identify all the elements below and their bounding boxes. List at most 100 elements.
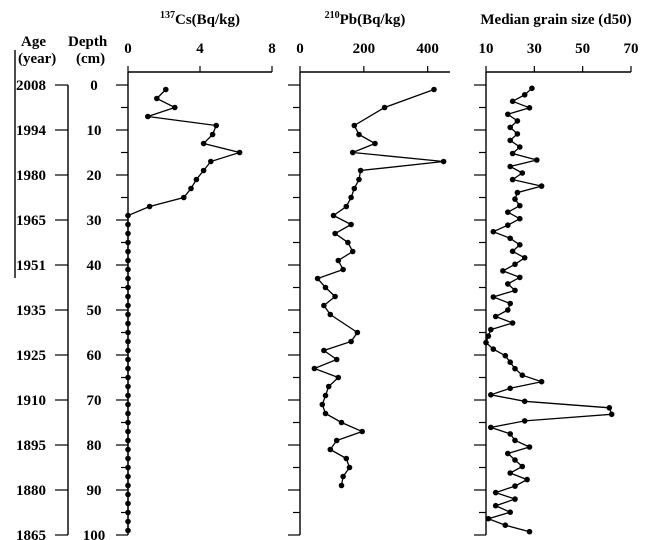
pb210-point-12 xyxy=(330,212,337,219)
d50-point-38 xyxy=(485,333,492,339)
d50-point-17 xyxy=(512,196,518,202)
d50-point-3 xyxy=(526,105,533,111)
age-tick-label-8: 1895 xyxy=(16,438,46,454)
d50-x-tick-label-3: 70 xyxy=(624,41,639,57)
pb210-series-line xyxy=(312,88,444,486)
pb210-point-3 xyxy=(356,131,362,138)
d50-point-51 xyxy=(521,418,528,424)
pb210-point-6 xyxy=(440,158,447,165)
pb210-point-18 xyxy=(340,266,346,273)
age-tick-label-7: 1910 xyxy=(16,393,46,409)
pb210-point-19 xyxy=(314,275,321,282)
cs137-point-5 xyxy=(209,131,216,138)
d50-point-26 xyxy=(521,254,528,261)
cs137-point-39 xyxy=(125,437,131,444)
cs137-point-48 xyxy=(125,518,131,525)
d50-point-28 xyxy=(500,268,506,274)
pb210-point-39 xyxy=(346,464,353,471)
pb210-point-34 xyxy=(338,419,345,426)
age-tick-label-1: 1994 xyxy=(16,123,47,139)
cs137-point-35 xyxy=(125,401,131,408)
d50-point-31 xyxy=(512,287,518,294)
cs137-point-2 xyxy=(172,104,178,111)
pb210-x-tick-label-0: 0 xyxy=(296,41,304,57)
depth-axis-unit: (cm) xyxy=(76,51,105,67)
cs137-point-6 xyxy=(200,140,207,147)
cs137-point-20 xyxy=(125,266,131,273)
cs137-point-27 xyxy=(125,329,131,336)
cs137-point-45 xyxy=(125,491,131,498)
pb210-point-33 xyxy=(322,410,329,417)
d50-point-2 xyxy=(509,98,516,105)
cs137-x-tick-label-0: 0 xyxy=(124,41,132,57)
d50-point-23 xyxy=(507,235,513,242)
d50-point-67 xyxy=(502,522,509,528)
depth-tick-label-6: 60 xyxy=(87,348,102,364)
pb210-point-20 xyxy=(322,284,329,291)
cs137-point-40 xyxy=(125,446,131,453)
cs137-point-1 xyxy=(154,95,160,102)
d50-x-tick-label-1: 30 xyxy=(527,41,542,57)
d50-x-tick-label-2: 50 xyxy=(575,41,590,57)
cs137-point-31 xyxy=(125,365,131,372)
d50-point-42 xyxy=(507,359,513,366)
cs137-point-0 xyxy=(163,86,169,93)
cs137-point-30 xyxy=(125,356,131,363)
d50-point-1 xyxy=(521,92,528,98)
d50-point-21 xyxy=(505,222,511,228)
d50-point-39 xyxy=(483,339,489,346)
pb210-point-15 xyxy=(345,239,351,246)
d50-point-40 xyxy=(490,346,497,352)
d50-point-10 xyxy=(509,150,516,157)
age-tick-label-2: 1980 xyxy=(16,168,46,184)
d50-point-22 xyxy=(490,228,497,235)
d50-point-19 xyxy=(505,209,511,215)
cs137-point-33 xyxy=(125,383,131,390)
pb210-point-40 xyxy=(340,473,346,480)
d50-point-52 xyxy=(488,424,494,431)
age-axis-unit: (year) xyxy=(18,51,56,67)
d50-point-24 xyxy=(517,242,523,248)
d50-point-9 xyxy=(517,144,523,150)
cs137-point-47 xyxy=(125,509,131,516)
d50-point-44 xyxy=(519,372,526,379)
d50-point-35 xyxy=(492,313,499,320)
cs137-point-7 xyxy=(236,149,243,156)
depth-axis-title: Depth xyxy=(68,34,108,50)
pb210-point-28 xyxy=(311,365,318,372)
age-tick-label-0: 2008 xyxy=(16,78,46,94)
d50-point-61 xyxy=(512,483,518,489)
d50-point-14 xyxy=(509,176,516,183)
cs137-x-tick-label-1: 4 xyxy=(196,41,204,57)
pb210-point-30 xyxy=(325,383,332,390)
cs137-point-37 xyxy=(125,419,131,426)
pb210-point-7 xyxy=(357,167,364,174)
d50-point-4 xyxy=(505,111,511,118)
pb210-point-13 xyxy=(348,221,354,228)
d50-point-58 xyxy=(519,463,526,470)
pb210-point-16 xyxy=(349,248,356,255)
pb210-point-0 xyxy=(431,86,437,93)
d50-point-57 xyxy=(512,457,518,463)
d50-point-47 xyxy=(488,392,494,398)
cs137-point-28 xyxy=(125,338,131,345)
age-tick-label-10: 1865 xyxy=(16,528,46,540)
cs137-point-43 xyxy=(125,473,131,480)
depth-tick-label-10: 100 xyxy=(83,528,106,540)
d50-point-43 xyxy=(512,365,518,372)
cs137-point-32 xyxy=(125,374,131,381)
pb210-point-10 xyxy=(348,194,354,201)
cs137-point-42 xyxy=(125,464,131,471)
d50-point-5 xyxy=(514,118,521,124)
pb210-point-26 xyxy=(321,347,327,354)
cs137-point-9 xyxy=(200,167,207,174)
cs137-point-26 xyxy=(125,320,131,327)
d50-point-6 xyxy=(507,124,513,131)
d50-point-0 xyxy=(529,85,535,92)
d50-point-11 xyxy=(534,157,540,163)
age-tick-label-6: 1925 xyxy=(16,348,46,364)
cs137-point-18 xyxy=(125,248,131,255)
depth-tick-label-7: 70 xyxy=(87,393,102,409)
